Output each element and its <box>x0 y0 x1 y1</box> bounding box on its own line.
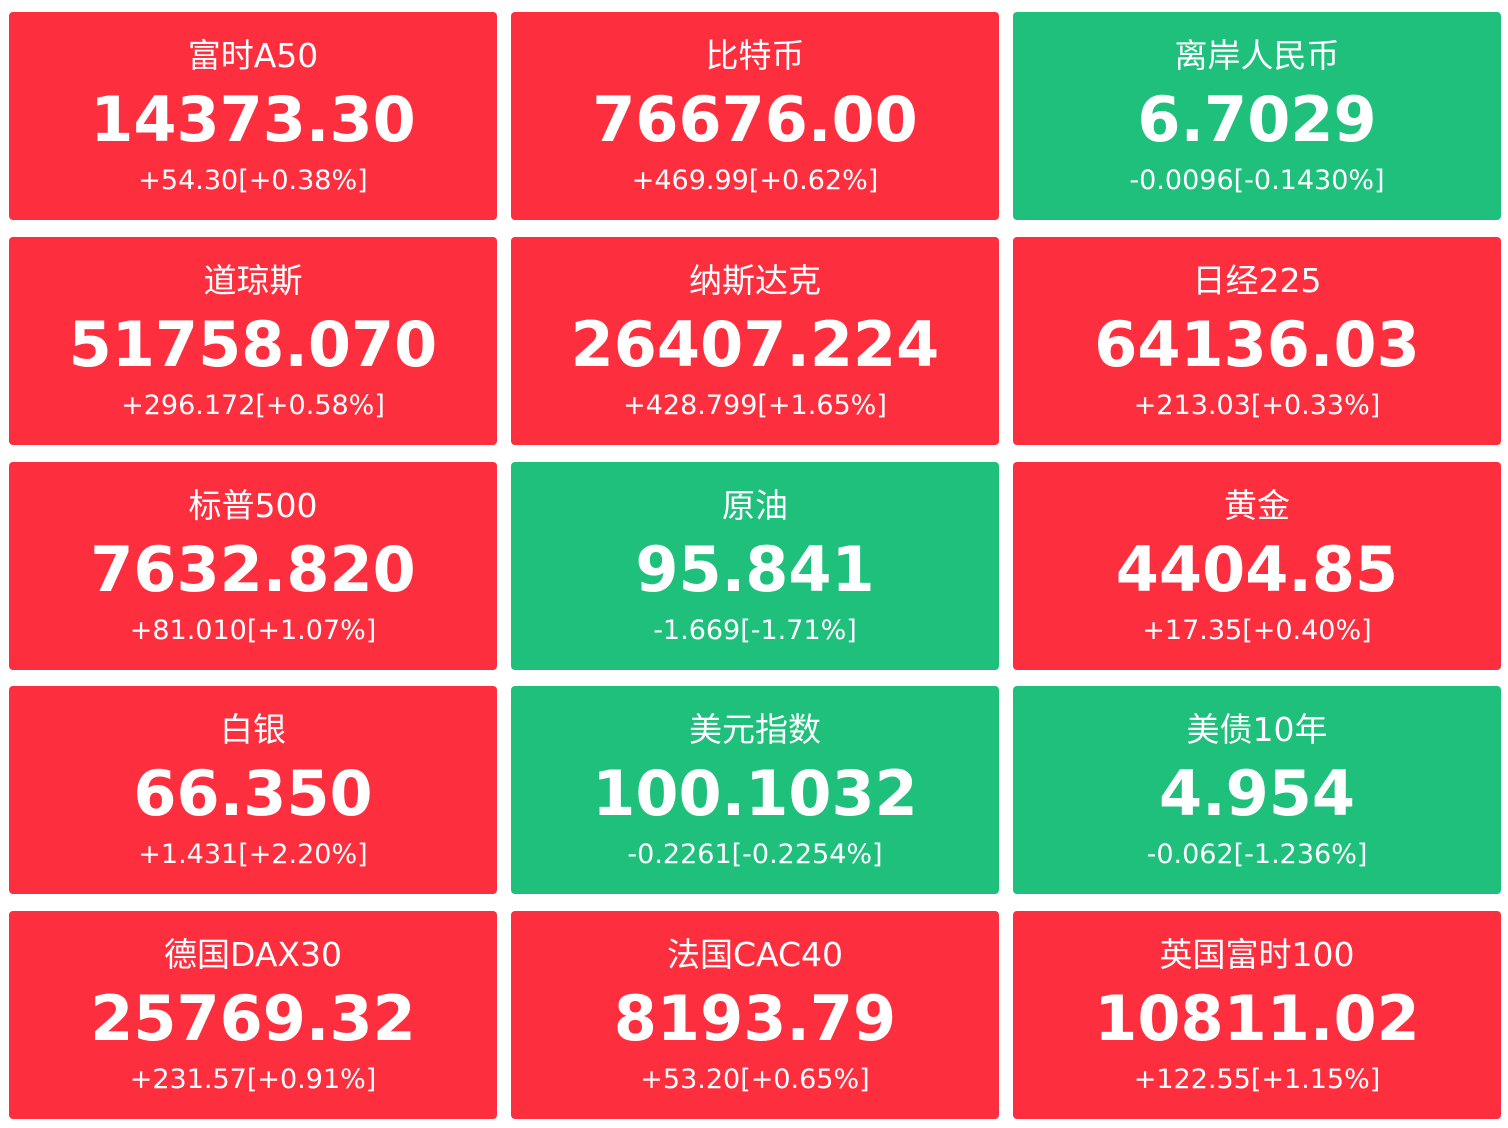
quote-change: +296.172[+0.58%] <box>121 389 385 421</box>
quote-price: 51758.070 <box>68 307 438 381</box>
quote-tile[interactable]: 离岸人民币 6.7029 -0.0096[-0.1430%] <box>1013 12 1501 220</box>
quote-price: 6.7029 <box>1137 83 1377 156</box>
quote-price: 4404.85 <box>1115 532 1399 606</box>
quote-tile[interactable]: 美元指数 100.1032 -0.2261[-0.2254%] <box>511 686 999 895</box>
quote-tile[interactable]: 日经225 64136.03 +213.03[+0.33%] <box>1013 236 1501 445</box>
quote-tile[interactable]: 比特币 76676.00 +469.99[+0.62%] <box>511 12 999 220</box>
quote-name: 富时A50 <box>187 36 319 75</box>
quote-change: -0.0096[-0.1430%] <box>1129 165 1385 196</box>
quote-tile[interactable]: 原油 95.841 -1.669[-1.71%] <box>511 461 999 670</box>
quote-change: +1.431[+2.20%] <box>138 839 368 871</box>
quote-change: +17.35[+0.40%] <box>1142 614 1372 646</box>
quote-tile[interactable]: 德国DAX30 25769.32 +231.57[+0.91%] <box>9 911 497 1119</box>
quote-name: 比特币 <box>705 36 805 75</box>
quote-name: 道琼斯 <box>203 260 303 300</box>
quote-change: +231.57[+0.91%] <box>129 1064 377 1095</box>
quote-price: 100.1032 <box>592 757 918 831</box>
quote-name: 纳斯达克 <box>689 260 821 300</box>
quote-price: 10811.02 <box>1094 982 1420 1055</box>
quote-tile[interactable]: 富时A50 14373.30 +54.30[+0.38%] <box>9 12 497 220</box>
quote-price: 26407.224 <box>570 307 940 381</box>
quote-change: -1.669[-1.71%] <box>653 614 857 646</box>
quote-price: 66.350 <box>133 757 373 831</box>
quote-tile[interactable]: 法国CAC40 8193.79 +53.20[+0.65%] <box>511 911 999 1119</box>
quote-name: 美元指数 <box>689 710 821 750</box>
quote-tile[interactable]: 纳斯达克 26407.224 +428.799[+1.65%] <box>511 236 999 445</box>
quote-change: +213.03[+0.33%] <box>1133 389 1381 421</box>
quote-name: 日经225 <box>1192 260 1322 300</box>
quote-tile[interactable]: 美债10年 4.954 -0.062[-1.236%] <box>1013 686 1501 895</box>
quote-name: 原油 <box>722 485 788 525</box>
quote-change: +53.20[+0.65%] <box>640 1064 870 1095</box>
quote-price: 95.841 <box>635 532 875 606</box>
quote-tile[interactable]: 英国富时100 10811.02 +122.55[+1.15%] <box>1013 911 1501 1119</box>
quote-name: 美债10年 <box>1186 710 1328 750</box>
quote-tile[interactable]: 黄金 4404.85 +17.35[+0.40%] <box>1013 461 1501 670</box>
quote-price: 7632.820 <box>90 532 416 606</box>
quote-name: 离岸人民币 <box>1174 36 1340 75</box>
quote-name: 法国CAC40 <box>666 935 844 974</box>
quote-tile[interactable]: 标普500 7632.820 +81.010[+1.07%] <box>9 461 497 670</box>
quote-tile[interactable]: 白银 66.350 +1.431[+2.20%] <box>9 686 497 895</box>
quote-name: 英国富时100 <box>1159 935 1355 974</box>
quote-name: 黄金 <box>1224 485 1290 525</box>
quote-tile[interactable]: 道琼斯 51758.070 +296.172[+0.58%] <box>9 236 497 445</box>
quote-price: 25769.32 <box>90 982 416 1055</box>
quote-price: 64136.03 <box>1094 307 1420 381</box>
quote-name: 标普500 <box>188 485 318 525</box>
quote-change: +469.99[+0.62%] <box>631 165 879 196</box>
quote-change: -0.062[-1.236%] <box>1146 839 1368 871</box>
quote-change: -0.2261[-0.2254%] <box>627 839 883 871</box>
quote-price: 76676.00 <box>592 83 918 156</box>
quote-price: 4.954 <box>1158 757 1356 831</box>
quote-change: +428.799[+1.65%] <box>623 389 887 421</box>
quote-price: 14373.30 <box>90 83 416 156</box>
quote-name: 白银 <box>220 710 286 750</box>
quote-change: +81.010[+1.07%] <box>129 614 377 646</box>
quote-change: +122.55[+1.15%] <box>1133 1064 1381 1095</box>
quote-change: +54.30[+0.38%] <box>138 165 368 196</box>
quote-name: 德国DAX30 <box>163 935 342 974</box>
quote-price: 8193.79 <box>613 982 897 1055</box>
